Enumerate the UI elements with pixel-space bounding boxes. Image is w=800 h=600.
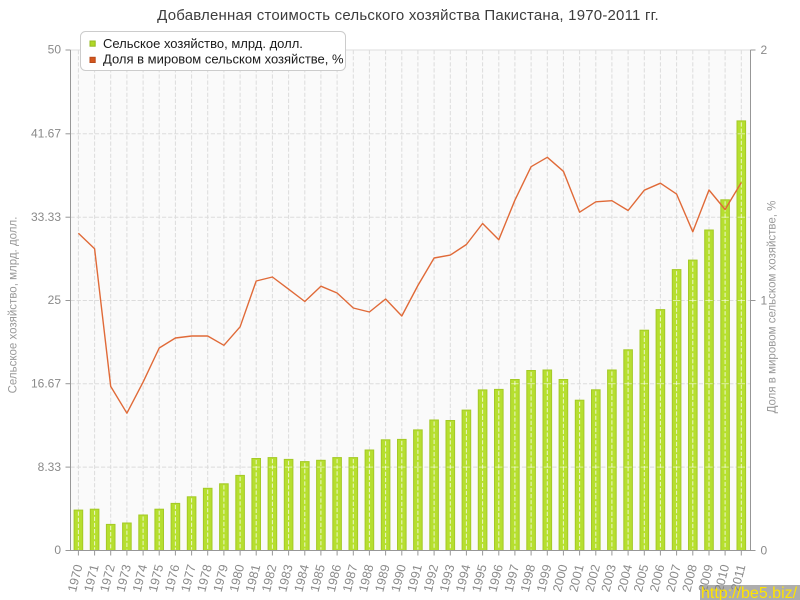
svg-text:1995: 1995 [469, 563, 489, 593]
svg-text:1991: 1991 [405, 563, 425, 593]
svg-text:1980: 1980 [227, 563, 247, 593]
svg-text:1973: 1973 [114, 563, 134, 593]
svg-text:2007: 2007 [663, 563, 683, 593]
svg-text:33.33: 33.33 [31, 210, 61, 224]
svg-text:0: 0 [54, 543, 61, 557]
svg-text:1981: 1981 [243, 563, 263, 593]
svg-text:1982: 1982 [259, 563, 279, 593]
svg-text:2003: 2003 [599, 563, 619, 593]
svg-text:2008: 2008 [680, 563, 700, 593]
svg-text:1985: 1985 [308, 563, 328, 593]
svg-text:2005: 2005 [631, 563, 651, 593]
svg-text:http://be5.biz/: http://be5.biz/ [701, 585, 798, 600]
svg-text:2006: 2006 [647, 563, 667, 593]
svg-text:1986: 1986 [324, 563, 344, 593]
svg-text:1970: 1970 [65, 563, 85, 593]
svg-text:1994: 1994 [453, 563, 473, 593]
svg-text:1979: 1979 [211, 563, 231, 593]
svg-text:1983: 1983 [275, 563, 295, 593]
svg-text:0: 0 [761, 544, 768, 558]
svg-text:1992: 1992 [421, 563, 441, 593]
svg-text:16.67: 16.67 [31, 376, 61, 390]
svg-text:Добавленная стоимость сельског: Добавленная стоимость сельского хозяйств… [157, 7, 659, 24]
svg-text:2002: 2002 [583, 563, 603, 593]
svg-text:2000: 2000 [550, 563, 570, 593]
svg-text:1976: 1976 [162, 563, 182, 593]
svg-text:1997: 1997 [502, 563, 522, 593]
svg-text:1998: 1998 [518, 563, 538, 593]
svg-text:25: 25 [48, 293, 62, 307]
svg-text:2001: 2001 [566, 563, 586, 593]
svg-text:2004: 2004 [615, 563, 635, 593]
svg-text:1972: 1972 [97, 563, 117, 593]
svg-text:1999: 1999 [534, 563, 554, 593]
svg-text:1989: 1989 [372, 563, 392, 593]
svg-text:1990: 1990 [389, 563, 409, 593]
svg-text:1988: 1988 [356, 563, 376, 593]
svg-text:1971: 1971 [81, 563, 101, 593]
svg-text:1975: 1975 [146, 563, 166, 593]
svg-text:1978: 1978 [194, 563, 214, 593]
svg-text:Доля в мировом сельском хозяйс: Доля в мировом сельском хозяйстве, % [103, 52, 344, 67]
svg-text:1: 1 [761, 294, 768, 308]
svg-text:1993: 1993 [437, 563, 457, 593]
svg-text:2: 2 [761, 43, 768, 57]
svg-text:1977: 1977 [178, 563, 198, 593]
svg-text:1974: 1974 [130, 563, 150, 593]
svg-text:1987: 1987 [340, 563, 360, 593]
svg-text:Сельское хозяйство, млрд. долл: Сельское хозяйство, млрд. долл. [103, 36, 303, 51]
svg-text:8.33: 8.33 [38, 460, 62, 474]
svg-text:Сельское хозяйство, млрд. долл: Сельское хозяйство, млрд. долл. [8, 217, 20, 394]
svg-text:1984: 1984 [292, 563, 312, 593]
svg-text:1996: 1996 [486, 563, 506, 593]
svg-text:Доля в мировом сельском хозяйс: Доля в мировом сельском хозяйстве, % [767, 201, 779, 414]
svg-text:41.67: 41.67 [31, 127, 61, 141]
svg-text:50: 50 [48, 43, 62, 57]
